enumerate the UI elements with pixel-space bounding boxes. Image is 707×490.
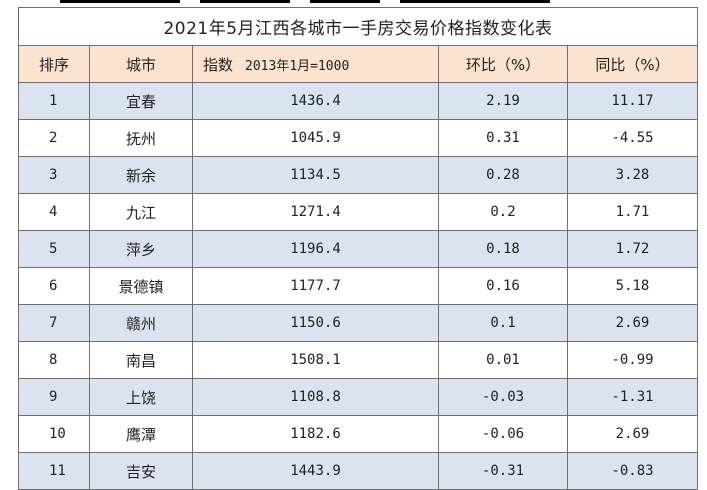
cell-yoy: -1.31	[566, 378, 699, 416]
cell-index: 1150.6	[192, 304, 439, 342]
cell-rank: 1	[18, 82, 90, 120]
cell-yoy: 2.69	[566, 415, 699, 453]
cell-rank: 8	[18, 341, 90, 379]
table-header-row: 排序 城市 指数 2013年1月=1000 环比（%） 同比（%）	[18, 45, 699, 83]
cell-mom: 0.1	[438, 304, 568, 342]
cropped-text-strip	[0, 0, 707, 7]
cell-city: 抚州	[89, 119, 193, 157]
cell-yoy: -0.99	[566, 341, 699, 379]
header-index: 指数 2013年1月=1000	[192, 45, 439, 83]
table-row: 5 萍乡 1196.4 0.18 1.72	[18, 230, 699, 268]
cell-yoy: 11.17	[566, 82, 699, 120]
cell-rank: 2	[18, 119, 90, 157]
cell-city: 宜春	[89, 82, 193, 120]
cell-yoy: 2.69	[566, 304, 699, 342]
cell-city: 吉安	[89, 452, 193, 490]
cell-city: 上饶	[89, 378, 193, 416]
table-title-row: 2021年5月江西各城市一手房交易价格指数变化表	[17, 7, 699, 46]
cell-mom: 0.28	[438, 156, 568, 194]
cell-index: 1177.7	[192, 267, 439, 305]
cell-index: 1134.5	[192, 156, 439, 194]
cell-mom: -0.06	[438, 415, 568, 453]
table-row: 1 宜春 1436.4 2.19 11.17	[18, 82, 699, 120]
cell-city: 新余	[89, 156, 193, 194]
table-row: 3 新余 1134.5 0.28 3.28	[18, 156, 699, 194]
table-title: 2021年5月江西各城市一手房交易价格指数变化表	[17, 7, 699, 46]
price-index-table: 2021年5月江西各城市一手房交易价格指数变化表 排序 城市 指数 2013年1月…	[17, 7, 699, 490]
header-rank: 排序	[18, 45, 90, 83]
cell-mom: -0.31	[438, 452, 568, 490]
cell-yoy: 1.71	[566, 193, 699, 231]
table-row: 8 南昌 1508.1 0.01 -0.99	[18, 341, 699, 379]
table-row: 4 九江 1271.4 0.2 1.71	[18, 193, 699, 231]
table-row: 11 吉安 1443.9 -0.31 -0.83	[18, 452, 699, 490]
table-row: 6 景德镇 1177.7 0.16 5.18	[18, 267, 699, 305]
cell-city: 九江	[89, 193, 193, 231]
cell-index: 1182.6	[192, 415, 439, 453]
cell-mom: 0.2	[438, 193, 568, 231]
header-yoy: 同比（%）	[566, 45, 699, 83]
cell-yoy: 3.28	[566, 156, 699, 194]
cell-rank: 11	[18, 452, 90, 490]
cell-mom: -0.03	[438, 378, 568, 416]
cell-city: 鹰潭	[89, 415, 193, 453]
cell-city: 南昌	[89, 341, 193, 379]
cell-mom: 0.01	[438, 341, 568, 379]
cell-rank: 3	[18, 156, 90, 194]
table-row: 7 赣州 1150.6 0.1 2.69	[18, 304, 699, 342]
cell-mom: 2.19	[438, 82, 568, 120]
cell-mom: 0.16	[438, 267, 568, 305]
cell-mom: 0.18	[438, 230, 568, 268]
cell-rank: 7	[18, 304, 90, 342]
cell-rank: 4	[18, 193, 90, 231]
cell-index: 1508.1	[192, 341, 439, 379]
cell-yoy: -4.55	[566, 119, 699, 157]
cell-rank: 5	[18, 230, 90, 268]
cell-index: 1108.8	[192, 378, 439, 416]
cell-yoy: 5.18	[566, 267, 699, 305]
header-index-label: 指数	[203, 55, 234, 74]
cell-index: 1196.4	[192, 230, 439, 268]
table-row: 2 抚州 1045.9 0.31 -4.55	[18, 119, 699, 157]
header-city: 城市	[89, 45, 193, 83]
cell-city: 赣州	[89, 304, 193, 342]
cell-rank: 6	[18, 267, 90, 305]
cell-yoy: 1.72	[566, 230, 699, 268]
cell-index: 1443.9	[192, 452, 439, 490]
header-mom: 环比（%）	[438, 45, 568, 83]
cell-index: 1045.9	[192, 119, 439, 157]
cell-index: 1271.4	[192, 193, 439, 231]
table-row: 9 上饶 1108.8 -0.03 -1.31	[18, 378, 699, 416]
table-row: 10 鹰潭 1182.6 -0.06 2.69	[18, 415, 699, 453]
cell-city: 景德镇	[89, 267, 193, 305]
cell-mom: 0.31	[438, 119, 568, 157]
cell-rank: 10	[18, 415, 90, 453]
header-index-base: 2013年1月=1000	[245, 58, 350, 74]
cell-city: 萍乡	[89, 230, 193, 268]
cell-rank: 9	[18, 378, 90, 416]
cell-yoy: -0.83	[566, 452, 699, 490]
cell-index: 1436.4	[192, 82, 439, 120]
